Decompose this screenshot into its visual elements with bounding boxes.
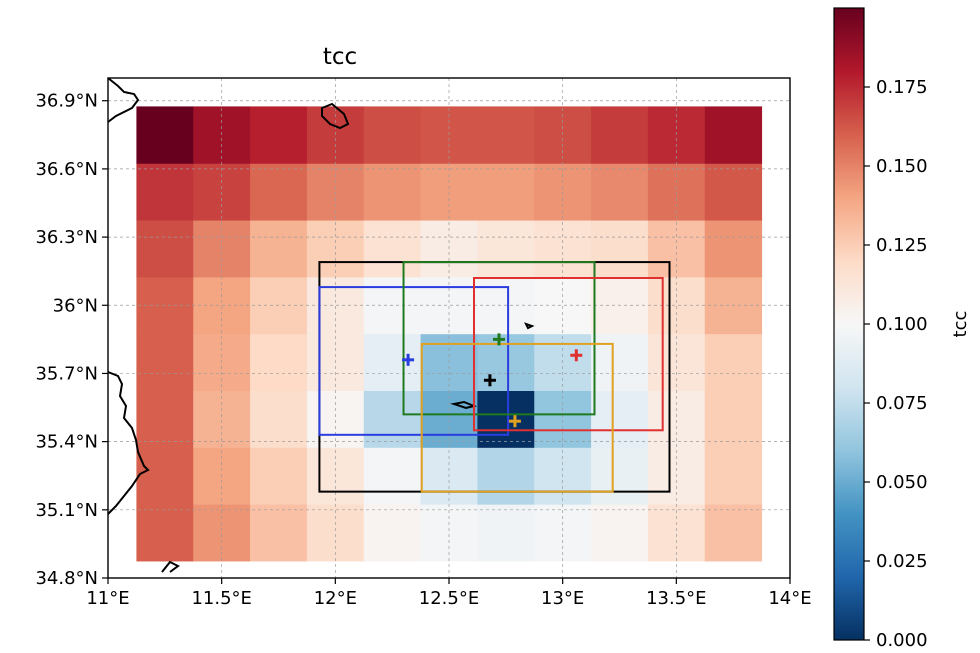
colorbar: [833, 7, 865, 641]
heatmap-cell: [477, 447, 535, 505]
colorbar-tick-label: 0.025: [876, 551, 928, 572]
heatmap-cell: [591, 333, 649, 391]
domain-box: [420, 342, 614, 493]
heatmap-cell: [591, 163, 649, 221]
heatmap-cell: [136, 504, 194, 562]
domain-boxes: [318, 261, 671, 493]
y-tick-label: 34.8°N: [35, 568, 98, 589]
x-tick-label: 12.5°E: [419, 588, 479, 609]
x-axis-ticks: 11°E 11.5°E 12°E 12.5°E 13°E 13.5°E 14°E: [86, 578, 812, 609]
heatmap-cell: [363, 106, 422, 164]
heatmap-cell: [250, 220, 308, 278]
heatmap-cell: [477, 163, 535, 221]
heatmap-cell: [136, 220, 194, 278]
colorbar-tick-label: 0.175: [876, 77, 928, 98]
lampione-island: [161, 560, 180, 573]
coastline-west: [107, 77, 140, 123]
heatmap-cell: [591, 106, 649, 164]
heatmap-cell: [704, 333, 763, 391]
y-tick-label: 35.4°N: [35, 432, 98, 453]
heatmap-cell: [477, 390, 535, 448]
y-tick-label: 36.6°N: [35, 159, 98, 180]
heatmap-cell: [363, 333, 422, 391]
heatmap-cell: [250, 106, 308, 164]
x-tick-label: 11°E: [86, 588, 129, 609]
location-marker: [402, 353, 415, 366]
chart-title: tcc: [323, 44, 357, 70]
colorbar-tick-label: 0.150: [876, 156, 928, 177]
x-tick-label: 14°E: [768, 588, 811, 609]
heatmap-cell: [591, 504, 649, 562]
heatmap-cell: [250, 447, 308, 505]
pantelleria-island: [321, 102, 350, 130]
x-tick-label: 13°E: [541, 588, 584, 609]
heatmap-cell: [136, 390, 194, 448]
heatmap-cell: [363, 220, 422, 278]
location-marker: [483, 374, 496, 387]
heatmap-cell: [591, 447, 649, 505]
linosa-island: [524, 322, 535, 330]
coastlines: [107, 77, 535, 573]
heatmap-cell: [591, 220, 649, 278]
heatmap-cell: [534, 504, 592, 562]
heatmap-cell: [477, 106, 535, 164]
y-tick-label: 36.9°N: [35, 91, 98, 112]
heatmap-cell: [591, 390, 649, 448]
heatmap-cell: [477, 220, 535, 278]
heatmap-cell: [250, 333, 308, 391]
location-marker: [493, 333, 506, 346]
heatmap-cell: [704, 106, 763, 164]
domain-box: [402, 261, 596, 416]
y-tick-label: 36.3°N: [35, 227, 98, 248]
colorbar-tick-label: 0.075: [876, 393, 928, 414]
colorbar-tick-label: 0.050: [876, 472, 928, 493]
colorbar-label: tcc: [950, 311, 971, 338]
colorbar-tick-label: 0.125: [876, 235, 928, 256]
heatmap-cell: [647, 504, 706, 562]
heatmap-cell: [477, 504, 535, 562]
domain-box: [318, 286, 510, 436]
heatmap-cell: [704, 447, 763, 505]
y-axis-ticks: 34.8°N 35.1°N 35.4°N 35.7°N 36°N 36.3°N 36.6°N…: [35, 91, 108, 589]
location-marker: [508, 415, 521, 428]
location-markers: [402, 333, 583, 428]
heatmap-cell: [704, 163, 763, 221]
x-tick-label: 11.5°E: [191, 588, 251, 609]
heatmap-cell: [250, 163, 308, 221]
coastline-tunisia: [107, 371, 150, 515]
heatmap-cell: [363, 504, 422, 562]
colorbar-tick-label: 0.000: [876, 630, 928, 651]
heatmap-cell: [363, 447, 422, 505]
heatmap-cell: [704, 220, 763, 278]
heatmap-cell: [250, 504, 308, 562]
heatmap-cell: [363, 390, 422, 448]
heatmap-cell: [250, 390, 308, 448]
heatmap-cell: [704, 390, 763, 448]
heatmap-cell: [136, 106, 194, 164]
heatmap-cell: [136, 447, 194, 505]
heatmap-cell: [704, 504, 763, 562]
heatmap-cell: [477, 333, 535, 391]
y-tick-label: 36°N: [53, 295, 98, 316]
domain-box: [473, 277, 664, 432]
colorbar-tick-label: 0.100: [876, 314, 928, 335]
y-tick-label: 35.7°N: [35, 363, 98, 384]
heatmap-cell: [306, 504, 365, 562]
heatmap-cell: [136, 163, 194, 221]
y-tick-label: 35.1°N: [35, 500, 98, 521]
colorbar-ticks: 0.000 0.025 0.050 0.075 0.100 0.125 0.150 0.175: [864, 77, 928, 651]
location-marker: [570, 349, 583, 362]
heatmap-cell: [193, 504, 251, 562]
heatmap-cell: [363, 163, 422, 221]
x-tick-label: 13.5°E: [646, 588, 706, 609]
x-tick-label: 12°E: [314, 588, 357, 609]
heatmap-cell: [420, 504, 478, 562]
heatmap-cell: [136, 333, 194, 391]
